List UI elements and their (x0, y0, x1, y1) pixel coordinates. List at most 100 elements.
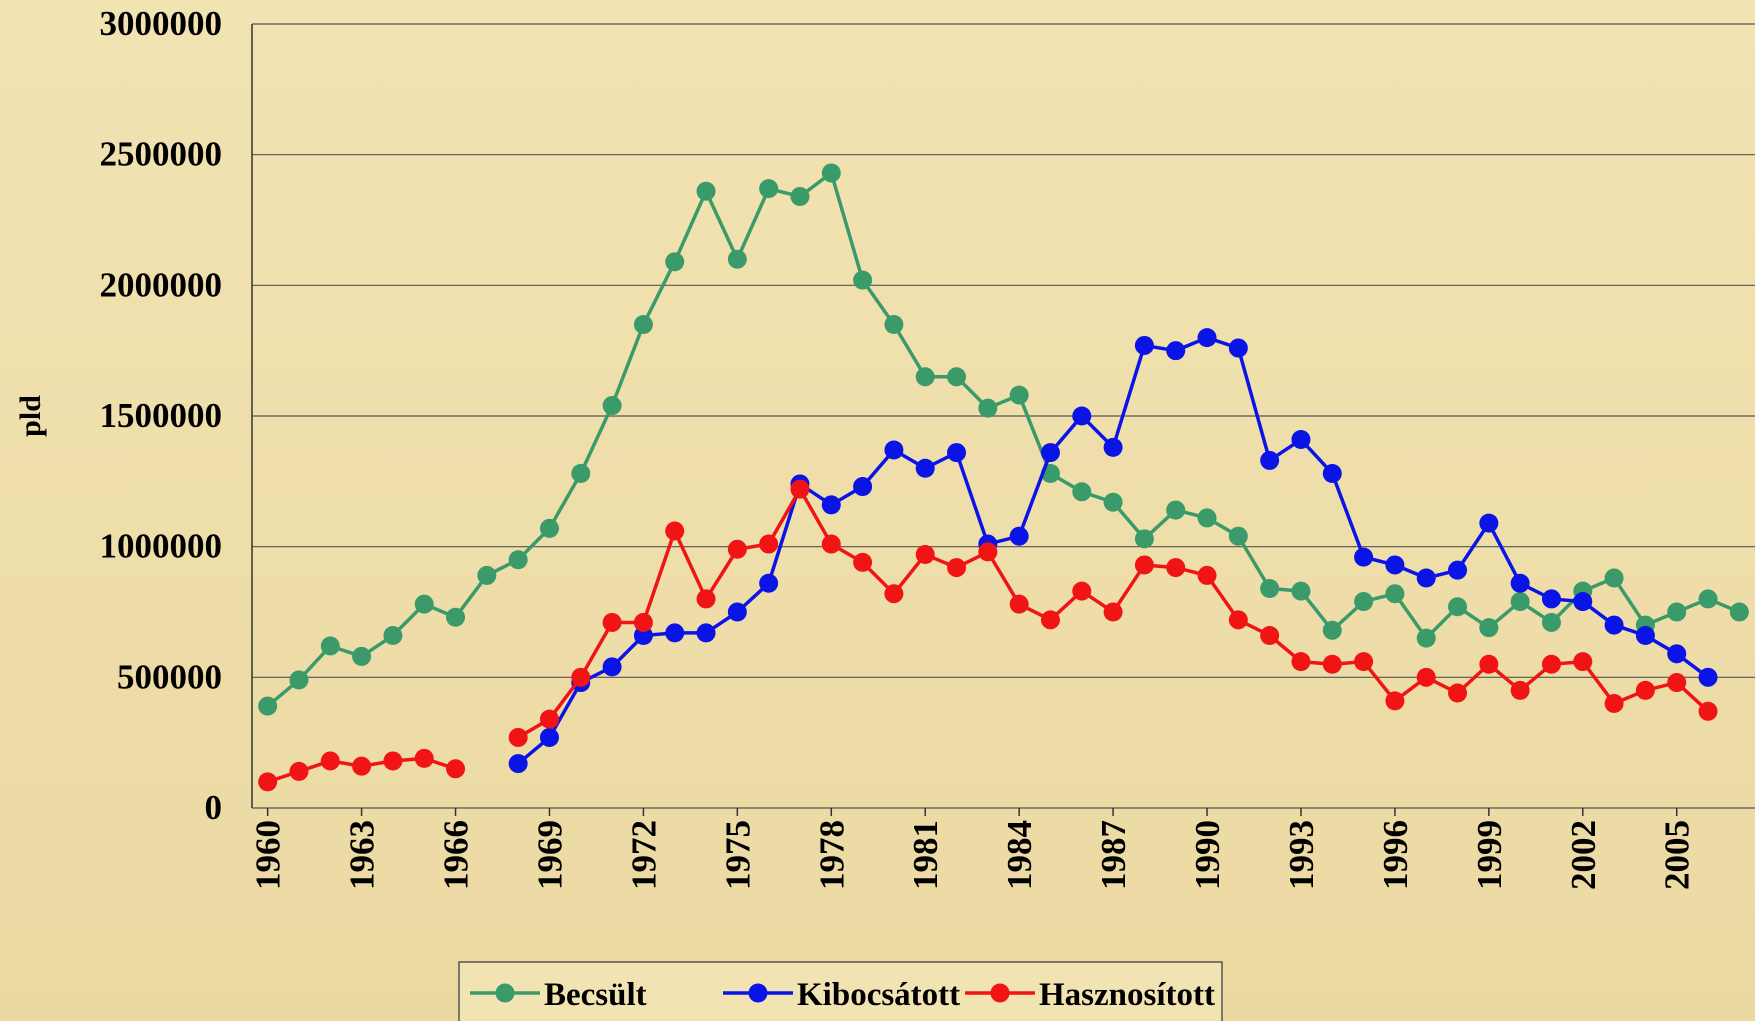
data-point (1354, 548, 1373, 567)
x-tick-label: 1987 (1094, 820, 1133, 890)
data-point (790, 480, 809, 499)
data-point (352, 647, 371, 666)
x-tick-label: 1966 (437, 820, 476, 890)
data-point (509, 550, 528, 569)
data-point (1104, 603, 1123, 622)
data-point (509, 754, 528, 773)
x-tick-label: 1978 (812, 820, 851, 890)
chart: pld 050000010000001500000200000025000003… (0, 0, 1755, 1021)
data-point (1354, 592, 1373, 611)
data-point (728, 603, 747, 622)
data-point (383, 626, 402, 645)
data-point (1072, 407, 1091, 426)
data-point (1542, 613, 1561, 632)
data-point (978, 542, 997, 561)
data-point (1448, 684, 1467, 703)
data-point (446, 759, 465, 778)
series-line (268, 173, 1740, 706)
data-point (728, 540, 747, 559)
data-point (603, 613, 622, 632)
data-point (1166, 558, 1185, 577)
data-point (571, 668, 590, 687)
data-point (289, 762, 308, 781)
data-point (1260, 579, 1279, 598)
data-point (947, 367, 966, 386)
data-point (446, 608, 465, 627)
data-point (1636, 681, 1655, 700)
data-point (1229, 610, 1248, 629)
x-tick-label: 1990 (1188, 820, 1227, 890)
data-point (822, 535, 841, 554)
data-point (1323, 655, 1342, 674)
data-point (1166, 341, 1185, 360)
data-point (697, 182, 716, 201)
data-point (321, 636, 340, 655)
data-point (1511, 681, 1530, 700)
data-point (1385, 555, 1404, 574)
data-point (1166, 501, 1185, 520)
data-point (884, 584, 903, 603)
legend-marker (991, 984, 1010, 1003)
data-point (853, 553, 872, 572)
data-point (540, 710, 559, 729)
data-point (1010, 386, 1029, 405)
data-point (822, 495, 841, 514)
x-tick-label: 2005 (1658, 820, 1697, 890)
data-point (1667, 673, 1686, 692)
data-point (1605, 616, 1624, 635)
series-line (518, 338, 1708, 764)
data-point (1385, 691, 1404, 710)
data-point (1229, 339, 1248, 358)
data-point (665, 252, 684, 271)
x-tick-label: 1972 (624, 820, 663, 890)
data-point (415, 595, 434, 614)
x-tick-label: 1975 (718, 820, 757, 890)
data-point (1135, 529, 1154, 548)
y-tick-label: 1500000 (100, 396, 223, 435)
data-point (916, 545, 935, 564)
legend-label: Hasznosított (1039, 977, 1215, 1013)
data-point (603, 396, 622, 415)
data-point (1542, 655, 1561, 674)
data-point (1511, 592, 1530, 611)
data-point (697, 589, 716, 608)
data-point (1104, 493, 1123, 512)
data-point (1479, 655, 1498, 674)
data-point (1135, 336, 1154, 355)
data-point (1291, 582, 1310, 601)
data-point (415, 749, 434, 768)
legend-marker (496, 984, 515, 1003)
data-point (853, 477, 872, 496)
x-tick-label: 1996 (1376, 820, 1415, 890)
data-point (321, 751, 340, 770)
data-point (1636, 626, 1655, 645)
data-point (884, 315, 903, 334)
data-point (665, 623, 684, 642)
y-axis-label: pld (14, 395, 47, 437)
data-point (1198, 508, 1217, 527)
data-point (1354, 652, 1373, 671)
data-point (1573, 592, 1592, 611)
data-point (947, 558, 966, 577)
data-point (258, 772, 277, 791)
data-point (978, 399, 997, 418)
data-point (1417, 569, 1436, 588)
data-point (697, 623, 716, 642)
data-point (1479, 618, 1498, 637)
data-point (916, 459, 935, 478)
data-point (1072, 482, 1091, 501)
data-point (665, 521, 684, 540)
data-point (1323, 621, 1342, 640)
data-point (728, 250, 747, 269)
x-tick-label: 1981 (906, 820, 945, 890)
data-point (1479, 514, 1498, 533)
data-point (916, 367, 935, 386)
y-tick-label: 500000 (117, 657, 222, 696)
data-point (1323, 464, 1342, 483)
data-point (853, 271, 872, 290)
x-tick-label: 1999 (1470, 820, 1509, 890)
data-point (1291, 430, 1310, 449)
legend-label: Kibocsátott (797, 977, 960, 1013)
data-point (759, 179, 778, 198)
data-point (540, 519, 559, 538)
